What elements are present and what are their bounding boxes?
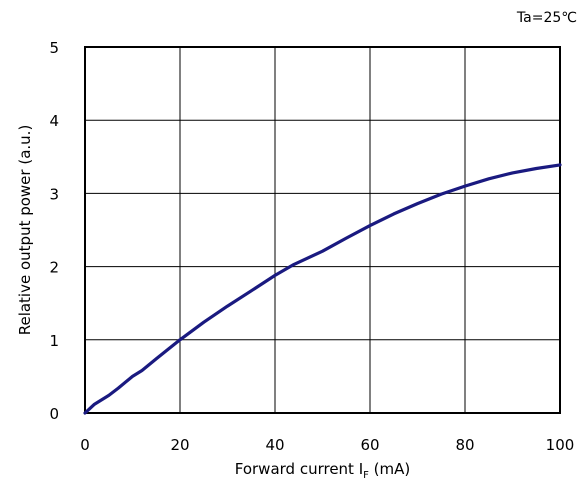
y-tick-label: 2 bbox=[49, 259, 59, 277]
y-tick-label: 1 bbox=[49, 332, 59, 350]
y-tick-labels: 0 1 2 3 4 5 bbox=[49, 39, 59, 423]
x-tick-label: 60 bbox=[360, 436, 379, 454]
x-tick-label: 20 bbox=[170, 436, 189, 454]
x-tick-label: 100 bbox=[546, 436, 575, 454]
y-tick-label: 0 bbox=[49, 405, 59, 423]
x-tick-label: 40 bbox=[265, 436, 284, 454]
x-tick-label: 0 bbox=[80, 436, 90, 454]
x-axis-title-main: Forward current I bbox=[235, 460, 363, 478]
temperature-annotation: Ta=25℃ bbox=[516, 10, 577, 26]
y-axis-title: Relative output power (a.u.) bbox=[16, 125, 34, 336]
x-tick-labels: 0 20 40 60 80 100 bbox=[80, 436, 574, 454]
x-axis-title-unit: (mA) bbox=[369, 460, 410, 478]
y-tick-label: 3 bbox=[49, 185, 59, 203]
x-axis-title-subscript: F bbox=[363, 470, 369, 481]
y-tick-label: 5 bbox=[49, 39, 59, 57]
x-tick-label: 80 bbox=[455, 436, 474, 454]
series-layer bbox=[83, 163, 562, 415]
x-axis-title: Forward current IF (mA) bbox=[235, 460, 411, 481]
series-line bbox=[83, 163, 562, 415]
plot-frame bbox=[84, 46, 561, 414]
y-tick-label: 4 bbox=[49, 112, 59, 130]
